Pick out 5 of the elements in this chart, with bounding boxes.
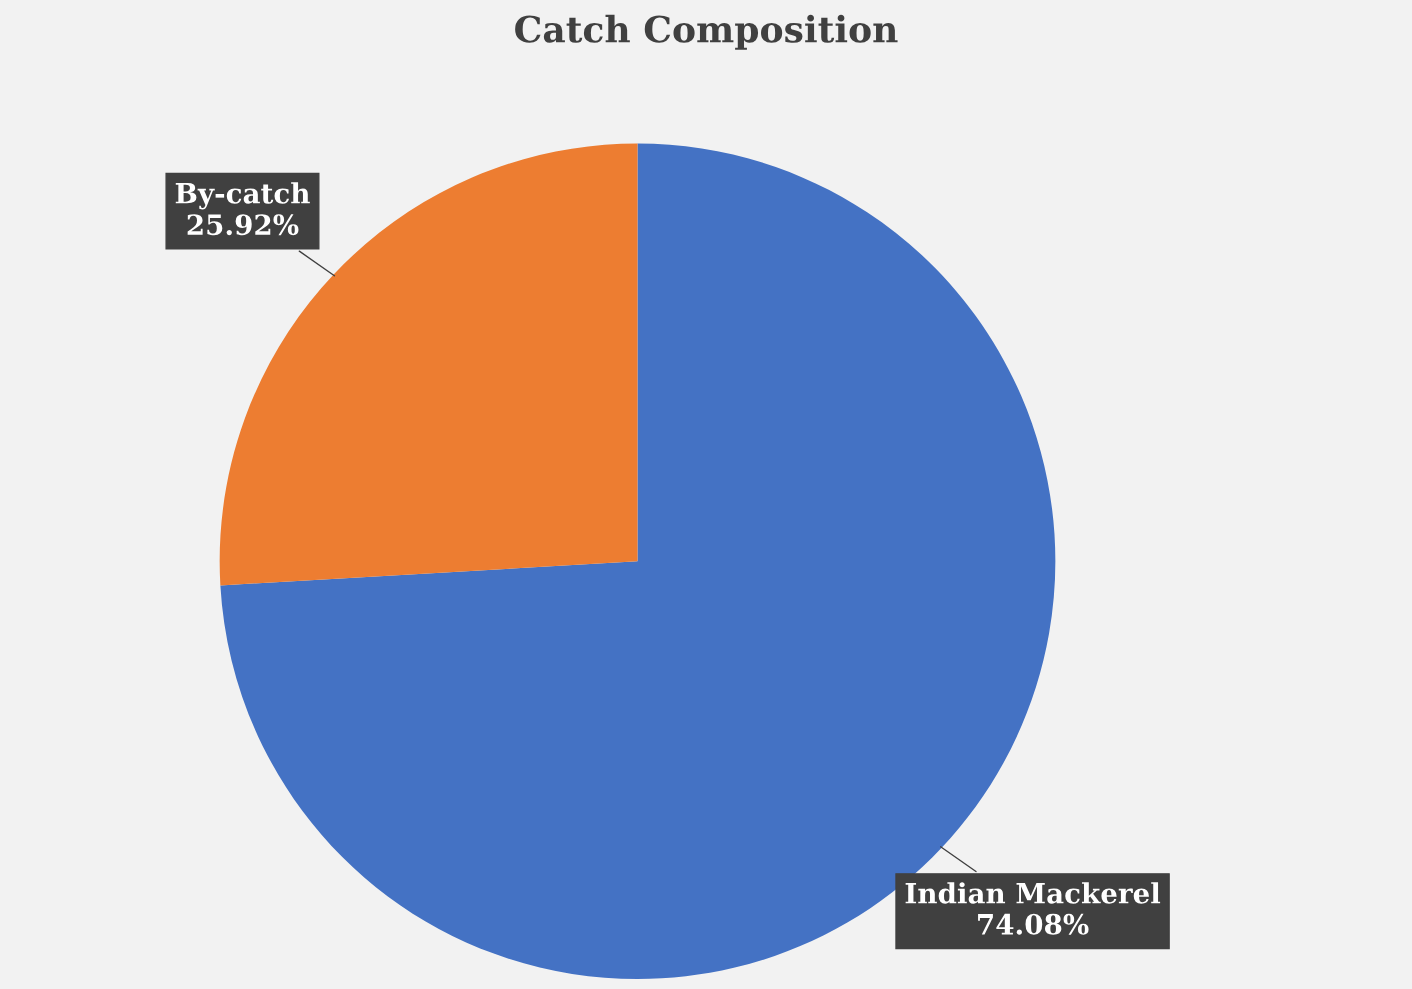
chart-title: Catch Composition <box>515 14 898 50</box>
slice-label: By-catch <box>175 182 310 210</box>
slice-label: Indian Mackerel <box>905 882 1161 904</box>
data-label: 74.08% <box>978 913 1089 935</box>
data-label: 25.92% <box>187 214 299 236</box>
